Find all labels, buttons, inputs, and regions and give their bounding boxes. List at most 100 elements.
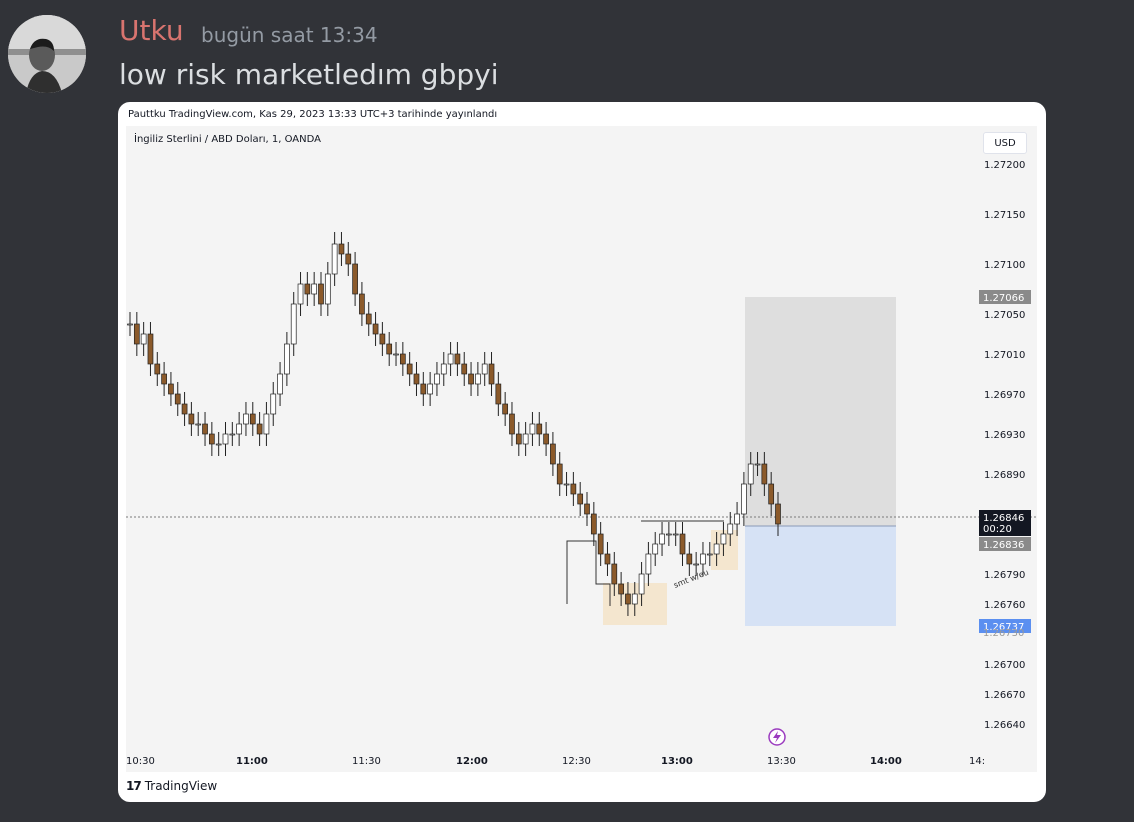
symbol-line: İngiliz Sterlini / ABD Doları, 1, OANDA	[134, 134, 321, 145]
price-axis-tick: 1.26700	[984, 660, 1025, 671]
candle-body	[427, 383, 433, 395]
footer[interactable]: 17 TradingView	[126, 779, 217, 793]
entry-price-label	[979, 537, 1031, 551]
candle-body	[454, 353, 461, 365]
price-axis-tick: 1.27150	[984, 210, 1025, 221]
candle-body	[550, 443, 556, 465]
smt-annotation: smt w/eu	[672, 568, 710, 590]
price-axis-tick: 1.26970	[984, 390, 1025, 401]
time-axis-tick: 13:30	[767, 756, 796, 767]
candle-body	[577, 493, 584, 505]
candle-body	[154, 363, 161, 375]
price-axis-tick: 1.26890	[984, 470, 1025, 481]
avatar-photo	[8, 15, 86, 93]
candle-body	[488, 363, 495, 385]
candle-body	[243, 413, 249, 425]
time-axis-tick: 12:30	[562, 756, 591, 767]
stop-price-label-text: 1.27066	[983, 293, 1024, 304]
candle-body	[659, 533, 665, 545]
candle-body	[379, 333, 386, 345]
candle-body	[270, 393, 277, 415]
published-line: Pauttku TradingView.com, Kas 29, 2023 13…	[128, 109, 498, 120]
candle-body	[406, 363, 413, 375]
price-axis-tick: 1.26790	[984, 570, 1025, 581]
candle-body	[345, 253, 352, 265]
candle-body	[420, 383, 427, 395]
candle-body	[597, 533, 604, 555]
candle-body	[209, 433, 215, 445]
candle-body	[188, 413, 195, 425]
message-text: low risk marketledım gbpyi	[119, 58, 499, 91]
candle-body	[229, 433, 236, 436]
price-chart: 1.27200 1.27150 1.27100 1.27050 1.27010 1.269…	[126, 160, 1037, 767]
candle-body	[318, 283, 324, 305]
candle-body	[161, 373, 167, 385]
stop-price-label	[979, 290, 1031, 304]
candle-body	[502, 403, 509, 415]
candle-body	[290, 303, 297, 345]
candle-body	[761, 463, 768, 485]
candle-body	[509, 413, 515, 435]
price-axis-tick: 1.27100	[984, 260, 1025, 271]
candle-body	[304, 283, 311, 295]
candle-body	[584, 503, 590, 515]
candle-body	[625, 593, 631, 605]
candle-body	[611, 563, 618, 585]
candle-body	[522, 433, 529, 445]
candle-body	[747, 463, 754, 485]
message-timestamp: bugün saat 13:34	[201, 23, 378, 47]
candle-body	[556, 463, 563, 485]
lightning-icon-glyph	[773, 731, 781, 743]
candle-body	[631, 593, 638, 605]
candle-body	[399, 353, 406, 365]
candle-body	[720, 533, 727, 545]
target-price-label	[979, 619, 1031, 633]
candle-body	[168, 383, 174, 395]
candle-body	[447, 353, 454, 365]
candle-body	[536, 423, 543, 435]
tradingview-logo-icon: 17	[126, 779, 142, 793]
candle-body	[543, 433, 549, 445]
price-axis-tick: 1.26670	[984, 690, 1025, 701]
candle-body	[365, 313, 372, 325]
candle-body	[359, 293, 365, 315]
candle-body	[352, 263, 358, 295]
candle-body	[652, 543, 659, 555]
candle-body	[700, 553, 706, 565]
candle-body	[693, 563, 699, 566]
candle-body	[645, 553, 652, 575]
footer-brand: TradingView	[144, 779, 218, 793]
candle-body	[495, 383, 502, 405]
candle-body	[468, 373, 474, 385]
tradingview-embed[interactable]: Pauttku TradingView.com, Kas 29, 2023 13…	[118, 102, 1046, 802]
currency-button[interactable]: USD	[983, 132, 1027, 154]
price-axis-tick: 1.27200	[984, 160, 1025, 171]
price-axis-tick: 1.27010	[984, 350, 1025, 361]
candle-body	[324, 273, 331, 305]
candle-body	[372, 323, 379, 335]
chart-area[interactable]: 1.27200 1.27150 1.27100 1.27050 1.27010 1.269…	[126, 126, 1037, 772]
price-axis-tick: 1.26640	[984, 720, 1025, 731]
countdown-text: 00:20	[983, 524, 1012, 535]
candle-body	[195, 423, 202, 426]
candle-body	[386, 343, 393, 355]
price-axis-tick: 1.26760	[984, 600, 1025, 611]
target-price-label-text: 1.26737	[983, 622, 1024, 633]
candle-body	[686, 553, 693, 565]
candle-body	[672, 533, 679, 536]
candle-body	[174, 393, 181, 405]
candle-body	[127, 323, 133, 326]
message-author[interactable]: Utku	[119, 14, 184, 47]
candle-body	[515, 433, 522, 445]
time-axis-tick: 14:00	[870, 756, 902, 767]
stop-loss-zone	[745, 297, 896, 526]
candle-body	[706, 553, 713, 556]
candle-body	[481, 363, 488, 375]
candle-body	[727, 523, 734, 535]
candle-body	[570, 483, 577, 495]
time-axis-tick: 13:00	[661, 756, 693, 767]
current-price-label	[979, 510, 1031, 536]
avatar[interactable]	[8, 15, 86, 93]
current-price-text: 1.26846	[983, 513, 1024, 524]
candle-body	[734, 513, 740, 525]
